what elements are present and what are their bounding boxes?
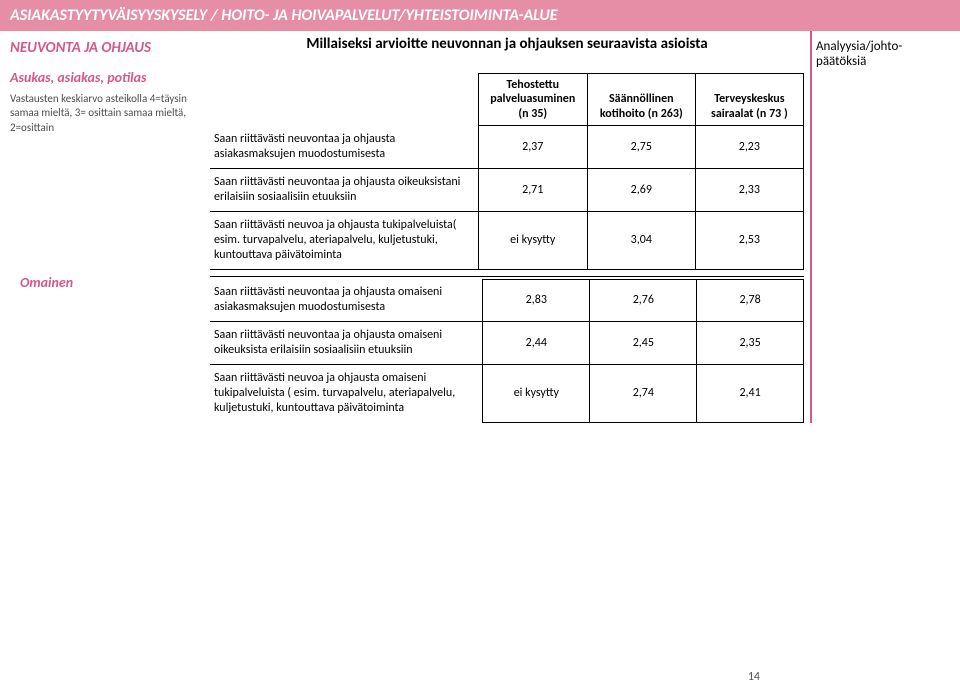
row-label: Saan riittävästi neuvontaa ja ohjausta o…: [210, 279, 483, 322]
row-val: 3,04: [587, 211, 695, 269]
row-val: 2,23: [695, 126, 803, 169]
row-val: 2,69: [587, 168, 695, 211]
row-val: ei kysytty: [478, 211, 587, 269]
col-header-3: Terveyskeskus sairaalat (n 73 ): [695, 74, 803, 126]
table-row: Saan riittävästi neuvoa ja ohjausta tuki…: [210, 211, 804, 269]
row-label: Saan riittävästi neuvontaa ja ohjausta o…: [210, 168, 478, 211]
row-val: 2,75: [587, 126, 695, 169]
scale-note: Vastausten keskiarvo asteikolla 4=täysin…: [10, 92, 200, 135]
row-label: Saan riittävästi neuvoa ja ohjausta tuki…: [210, 211, 478, 269]
row-val: 2,35: [697, 322, 804, 365]
table-row: Saan riittävästi neuvontaa ja ohjausta o…: [210, 168, 804, 211]
row-val: 2,71: [478, 168, 587, 211]
row-val: 2,53: [695, 211, 803, 269]
row-val: 2,44: [483, 322, 590, 365]
table-row: Saan riittävästi neuvontaa ja ohjausta a…: [210, 126, 804, 169]
row-val: 2,76: [590, 279, 697, 322]
row-label: Saan riittävästi neuvontaa ja ohjausta a…: [210, 126, 478, 169]
data-table: Tehostettu palveluasuminen (n 35) Säännö…: [210, 73, 804, 270]
omainen-label: Omainen: [10, 274, 200, 291]
table-row: Saan riittävästi neuvontaa ja ohjausta o…: [210, 322, 804, 365]
data-table-omainen: Saan riittävästi neuvontaa ja ohjausta o…: [210, 279, 804, 423]
header-band: ASIAKASTYYTYVÄISYYSKYSELY / HOITO- JA HO…: [0, 0, 960, 31]
table-row: Saan riittävästi neuvontaa ja ohjausta o…: [210, 279, 804, 322]
table-row: Saan riittävästi neuvoa ja ohjausta omai…: [210, 365, 804, 423]
row-val: 2,37: [478, 126, 587, 169]
respondent-label: Asukas, asiakas, potilas: [10, 69, 200, 86]
row-label: Saan riittävästi neuvontaa ja ohjausta o…: [210, 322, 483, 365]
row-val: 2,41: [697, 365, 804, 423]
separator: [210, 276, 804, 277]
row-label: Saan riittävästi neuvoa ja ohjausta omai…: [210, 365, 483, 423]
row-val: 2,74: [590, 365, 697, 423]
row-val: 2,33: [695, 168, 803, 211]
col-header-2: Säännöllinen kotihoito (n 263): [587, 74, 695, 126]
row-val: ei kysytty: [483, 365, 590, 423]
question-title: Millaiseksi arvioitte neuvonnan ja ohjau…: [272, 35, 742, 53]
right-col-title: Analyysia/johto-päätöksiä: [816, 39, 950, 69]
row-val: 2,83: [483, 279, 590, 322]
col-header-1: Tehostettu palveluasuminen (n 35): [478, 74, 587, 126]
row-val: 2,45: [590, 322, 697, 365]
title-row: NEUVONTA JA OHJAUS Millaiseksi arvioitte…: [0, 31, 960, 69]
row-val: 2,78: [697, 279, 804, 322]
page-number: 14: [748, 670, 760, 684]
section-title: NEUVONTA JA OHJAUS: [10, 39, 200, 57]
